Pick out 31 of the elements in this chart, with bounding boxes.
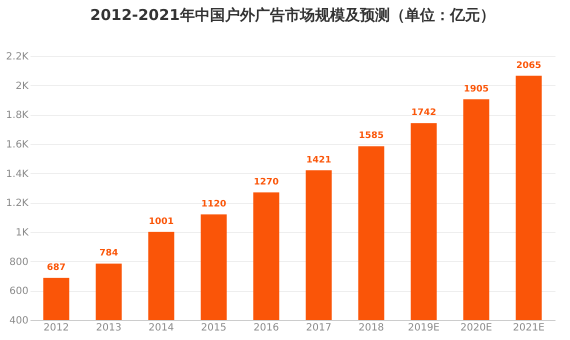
y-tick-label: 1.8K xyxy=(6,110,29,122)
y-tick-label: 800 xyxy=(9,256,28,268)
data-label: 687 xyxy=(46,262,66,273)
data-label: 1120 xyxy=(201,199,226,210)
data-label: 1742 xyxy=(411,108,436,118)
chart-title: 2012-2021年中国户外广告市场规模及预测（单位：亿元） xyxy=(90,6,495,24)
y-tick-label: 600 xyxy=(9,286,28,298)
data-label: 2065 xyxy=(516,60,542,71)
y-tick-label: 1.6K xyxy=(6,140,29,150)
data-label: 1585 xyxy=(358,131,384,142)
y-tick-label: 1K xyxy=(16,228,29,238)
data-label: 1905 xyxy=(464,84,489,94)
data-label: 784 xyxy=(99,248,118,259)
x-tick-label: 2017 xyxy=(306,322,332,334)
data-label: 1421 xyxy=(306,155,332,166)
x-tick-label: 2013 xyxy=(96,322,122,334)
data-label: 1270 xyxy=(254,177,279,188)
x-tick-label: 2014 xyxy=(148,322,174,334)
y-tick-label: 400 xyxy=(9,316,28,326)
x-tick-label: 2019E xyxy=(408,322,440,334)
x-tick-label: 2015 xyxy=(201,322,226,334)
x-tick-label: 2016 xyxy=(254,322,279,334)
x-tick-label: 2018 xyxy=(358,322,384,334)
data-label: 1001 xyxy=(148,216,174,227)
y-tick-label: 1.4K xyxy=(6,168,29,180)
x-tick-label: 2020E xyxy=(460,322,492,334)
x-tick-label: 2021E xyxy=(512,322,545,334)
x-tick-label: 2012 xyxy=(44,322,69,334)
y-tick-label: 1.2K xyxy=(6,198,29,210)
y-tick-label: 2K xyxy=(16,80,29,92)
y-tick-label: 2.2K xyxy=(6,52,29,62)
